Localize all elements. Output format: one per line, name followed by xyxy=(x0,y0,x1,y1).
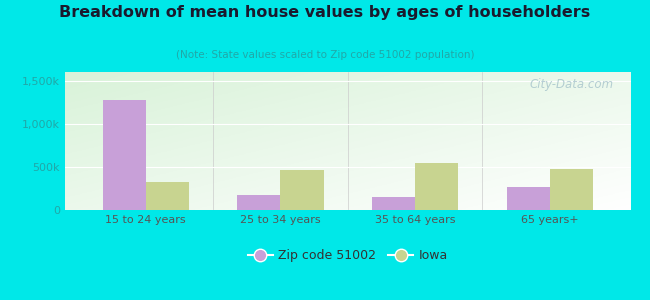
Bar xyxy=(237,195,280,210)
Bar xyxy=(550,169,593,210)
Text: (Note: State values scaled to Zip code 51002 population): (Note: State values scaled to Zip code 5… xyxy=(176,50,474,59)
Bar xyxy=(415,164,458,210)
Text: Breakdown of mean house values by ages of householders: Breakdown of mean house values by ages o… xyxy=(59,4,591,20)
Bar xyxy=(372,197,415,210)
Legend: Zip code 51002, Iowa: Zip code 51002, Iowa xyxy=(243,244,452,267)
Bar xyxy=(146,182,189,210)
Bar xyxy=(280,170,324,210)
Text: City-Data.com: City-Data.com xyxy=(529,77,614,91)
Bar xyxy=(103,100,146,210)
Bar xyxy=(506,187,550,210)
